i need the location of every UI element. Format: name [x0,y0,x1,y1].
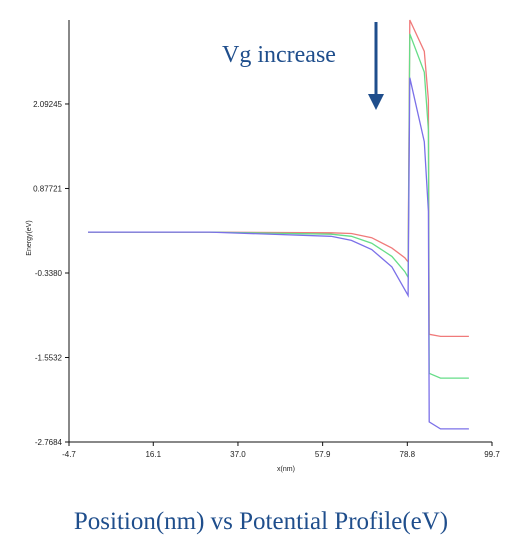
x-tick-labels: -4.7 16.1 37.0 57.9 78.8 99.7 [62,450,500,459]
x-tick-label: 16.1 [145,450,161,459]
y-tick-label: 0.87721 [33,184,62,193]
series-layer [88,19,469,430]
x-tick-label: -4.7 [62,450,76,459]
y-tick-label: -1.5532 [35,353,63,362]
vg-increase-arrow [368,22,384,110]
y-tick-label: -0.3380 [35,269,63,278]
series-line-blue [88,77,469,430]
x-tick-label: 37.0 [230,450,246,459]
figure-caption: Position(nm) vs Potential Profile(eV) [73,508,449,535]
y-tick-label: -2.7684 [35,438,63,447]
x-axis-label: x(nm) [277,466,295,473]
x-tick-label: 78.8 [400,450,416,459]
y-tick-label: 2.09245 [33,100,62,109]
x-tick-label: 57.9 [315,450,331,459]
y-tick-labels: 2.09245 0.87721 -0.3380 -1.5532 -2.7684 [33,100,62,447]
tick-marks [65,103,493,446]
potential-profile-chart: 2.09245 0.87721 -0.3380 -1.5532 -2.7684 -4.7… [26,19,500,473]
vg-increase-annotation: Vg increase [222,42,336,68]
y-axis-label: Energy(eV) [26,220,33,255]
x-tick-label: 99.7 [484,450,500,459]
